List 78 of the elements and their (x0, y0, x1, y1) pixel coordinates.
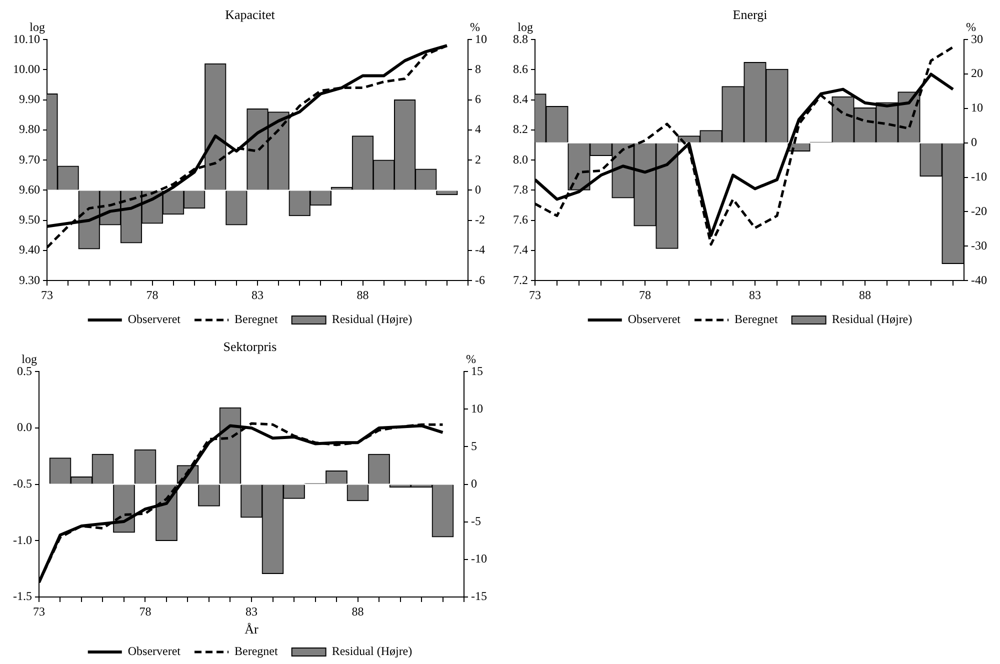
y-axis-title: log (30, 20, 45, 34)
y-tick-label: 8.4 (513, 92, 528, 106)
y2-tick-label: -20 (971, 204, 988, 218)
y2-tick-label: 15 (471, 364, 484, 378)
y-tick-label: 9.90 (19, 92, 40, 106)
y-tick-label: 10.00 (13, 62, 40, 76)
y-tick-label: 8.8 (513, 32, 528, 46)
chart-title: Sektorpris (223, 339, 277, 354)
y2-tick-label: 10 (971, 100, 984, 115)
x-tick-label: 73 (41, 288, 53, 302)
y2-tick-label: -5 (471, 514, 482, 528)
y-tick-label: 8.2 (513, 122, 528, 136)
y-tick-label: 7.8 (513, 182, 528, 196)
y-tick-label: 7.2 (513, 272, 528, 287)
y2-tick-label: -4 (475, 242, 485, 257)
y-tick-label: 9.60 (19, 182, 40, 196)
legend-label: Residual (Højre) (832, 312, 912, 326)
x-tick-label: 83 (246, 604, 258, 618)
y2-tick-label: -2 (475, 212, 485, 227)
x-tick-label: 88 (356, 288, 369, 302)
y-tick-label: -1.0 (12, 532, 32, 547)
y-tick-label: 10.10 (13, 32, 40, 46)
y2-tick-label: -10 (971, 169, 988, 184)
y2-tick-label: 20 (971, 66, 984, 80)
y2-tick-label: -40 (971, 272, 988, 287)
x-axis-title: År (244, 622, 260, 637)
y2-tick-label: 6 (475, 92, 481, 106)
y2-tick-label: 10 (471, 401, 484, 416)
legend-label: Beregnet (734, 312, 778, 326)
y2-tick-label: 2 (475, 152, 481, 166)
legend-label: Observeret (128, 644, 182, 658)
x-tick-label: 78 (139, 604, 152, 618)
legend-label: Observeret (628, 312, 682, 326)
y2-tick-label: 4 (475, 122, 481, 136)
y2-tick-label: -30 (971, 238, 988, 252)
y-tick-label: 9.50 (19, 212, 40, 227)
legend-label: Residual (Højre) (332, 644, 412, 658)
y2-tick-label: 0 (971, 135, 978, 150)
x-tick-label: 73 (32, 604, 45, 618)
legend-label: Observeret (128, 312, 182, 326)
y2-tick-label: 30 (971, 32, 984, 46)
y-tick-label: -1.5 (12, 589, 32, 604)
y-tick-label: 8.6 (513, 62, 528, 76)
y2-axis-title: % (966, 20, 976, 34)
y-tick-label: 7.6 (513, 212, 528, 227)
y2-tick-label: -6 (475, 272, 485, 287)
chart-title: Energi (732, 7, 768, 22)
y-axis-title: log (518, 20, 533, 34)
legend-label: Residual (Højre) (332, 312, 412, 326)
y-tick-label: 9.70 (19, 152, 40, 166)
y2-tick-label: -15 (471, 589, 488, 604)
x-tick-label: 83 (749, 288, 761, 302)
y2-tick-label: 5 (471, 438, 478, 453)
y-tick-label: 0.0 (16, 420, 32, 434)
x-tick-label: 83 (252, 288, 264, 302)
y2-tick-label: 8 (475, 62, 481, 76)
y-tick-label: -0.5 (12, 476, 32, 490)
x-tick-label: 88 (859, 288, 872, 302)
y2-tick-label: 0 (471, 476, 478, 490)
legend-label: Beregnet (234, 644, 278, 658)
y2-axis-title: % (466, 352, 476, 366)
y-tick-label: 9.40 (19, 242, 40, 257)
x-tick-label: 88 (352, 604, 364, 618)
y-axis-title: log (22, 352, 37, 366)
legend-label: Beregnet (234, 312, 278, 326)
y2-axis-title: % (470, 20, 480, 34)
x-tick-label: 73 (529, 288, 541, 302)
x-tick-label: 78 (146, 288, 158, 302)
chart-title: Kapacitet (225, 7, 276, 22)
y2-tick-label: 0 (475, 182, 481, 196)
y-tick-label: 7.4 (513, 242, 528, 257)
y-tick-label: 8.0 (513, 152, 528, 166)
y2-tick-label: 10 (475, 32, 487, 46)
y-tick-label: 9.80 (19, 122, 40, 136)
x-tick-label: 78 (639, 288, 651, 302)
y-tick-label: 9.30 (19, 272, 40, 287)
y-tick-label: 0.5 (16, 364, 32, 378)
y2-tick-label: -10 (471, 552, 488, 566)
